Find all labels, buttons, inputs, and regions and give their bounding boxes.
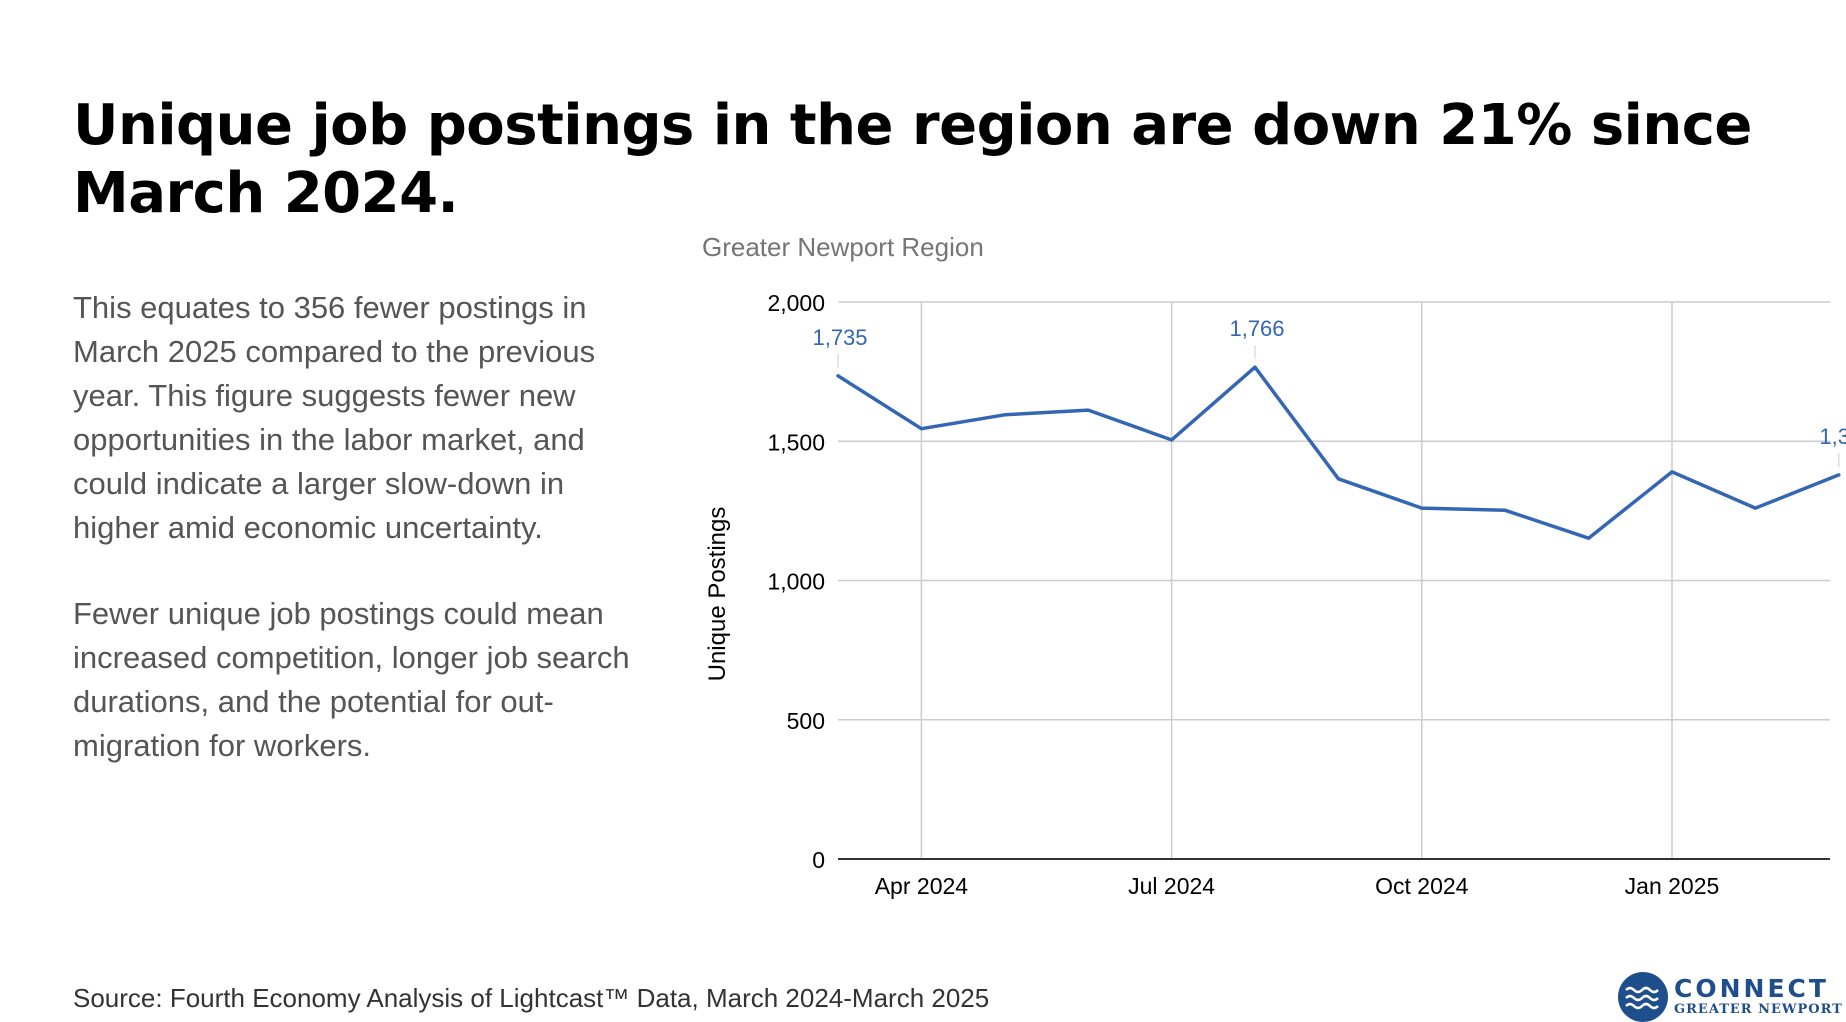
y-axis-label: Unique Postings — [704, 507, 731, 682]
data-label: 1,735 — [812, 325, 867, 350]
data-point — [919, 427, 923, 431]
data-point — [1003, 413, 1007, 417]
data-point — [1336, 477, 1340, 481]
logo: CONNECT GREATER NEWPORT — [1618, 972, 1846, 1022]
series-layer — [836, 365, 1841, 540]
x-tick-label: Jul 2024 — [1128, 873, 1215, 899]
y-tick-label: 2,000 — [767, 290, 825, 316]
description: This equates to 356 fewer postings in Ma… — [73, 286, 653, 810]
x-axis: Apr 2024 Jul 2024 Oct 2024 Jan 2025 — [838, 858, 1830, 899]
data-label: 1,766 — [1229, 316, 1284, 341]
data-labels: 1,735 1,766 1,37 — [812, 316, 1846, 467]
data-point — [1503, 508, 1507, 512]
y-axis: 0 500 1,000 1,500 2,000 — [767, 290, 825, 873]
paragraph-postings-change: This equates to 356 fewer postings in Ma… — [73, 290, 596, 545]
data-point — [1753, 506, 1757, 510]
x-tick-label: Apr 2024 — [875, 873, 969, 899]
y-tick-label: 1,000 — [767, 569, 825, 595]
logo-wordmark: CONNECT — [1674, 974, 1829, 1003]
headline: Unique job postings in the region are do… — [73, 93, 1752, 226]
series-line — [836, 365, 1841, 540]
paragraph-implications: Fewer unique job postings could mean inc… — [73, 596, 630, 763]
y-tick-label: 500 — [787, 708, 825, 734]
data-label: 1,37 — [1819, 424, 1846, 449]
chart-title: Greater Newport Region — [702, 232, 984, 262]
data-point — [1587, 536, 1591, 540]
source-note: Source: Fourth Economy Analysis of Light… — [73, 983, 990, 1013]
data-point — [1253, 365, 1257, 369]
y-tick-label: 1,500 — [767, 429, 825, 455]
data-point — [836, 374, 840, 378]
chart-gridlines — [838, 301, 1830, 859]
data-point — [1837, 473, 1841, 477]
data-point — [1086, 408, 1090, 412]
data-point — [1170, 438, 1174, 442]
data-point — [1670, 470, 1674, 474]
waves-icon — [1618, 972, 1668, 1022]
x-tick-label: Oct 2024 — [1375, 873, 1469, 899]
y-tick-label: 0 — [812, 847, 825, 873]
logo-subtitle: GREATER NEWPORT — [1674, 1002, 1843, 1017]
x-tick-label: Jan 2025 — [1625, 873, 1720, 899]
data-point — [1420, 506, 1424, 510]
